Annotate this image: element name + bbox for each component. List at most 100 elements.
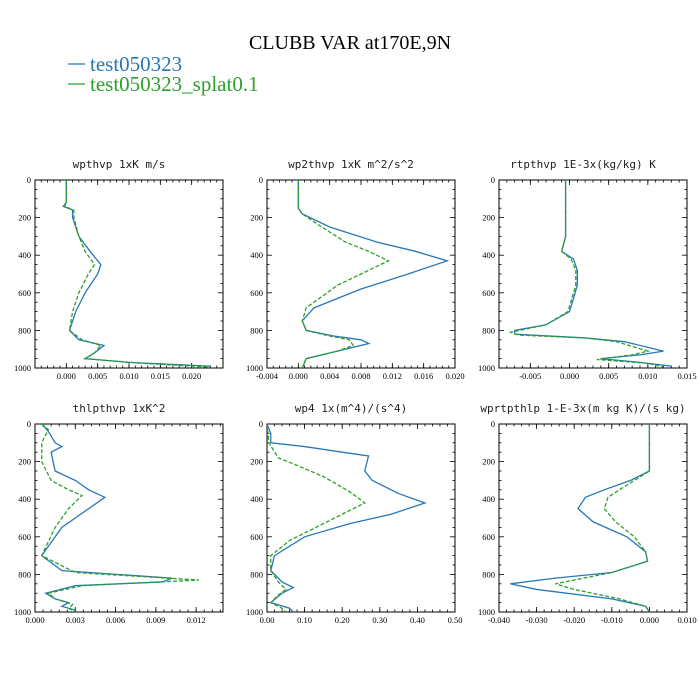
y-tick-label-1-1: 200 <box>250 213 263 223</box>
panel-title-4: wp4 1x(m^4)/(s^4) <box>295 402 408 415</box>
y-tick-label-5-2: 400 <box>482 494 495 504</box>
legend: test050323 test050323_splat0.1 <box>68 52 259 96</box>
x-tick-label-2-2: 0.005 <box>599 371 618 381</box>
x-tick-label-1-0: -0.004 <box>256 371 279 381</box>
x-tick-label-3-3: 0.009 <box>146 615 165 625</box>
panel-1: wp2thvp 1xK m^2/s^2 0 200 400 600 800 1000-0.0… <box>246 158 465 381</box>
y-tick-label-5-3: 600 <box>482 532 495 542</box>
y-tick-label-0-3: 600 <box>18 288 31 298</box>
x-tick-label-0-0: 0.000 <box>57 371 76 381</box>
y-tick-label-4-2: 400 <box>250 494 263 504</box>
legend-entry-0: test050323 <box>68 52 182 76</box>
panel-title-3: thlpthvp 1xK^2 <box>73 402 166 415</box>
panel-2: rtpthvp 1E-3x(kg/kg) K 0 200 400 600 800 1000 -… <box>478 158 697 381</box>
x-tick-label-5-5: 0.010 <box>677 615 696 625</box>
y-tick-label-4-5: 1000 <box>246 607 263 617</box>
y-tick-label-5-1: 200 <box>482 457 495 467</box>
x-tick-label-0-4: 0.020 <box>182 371 201 381</box>
x-tick-label-1-4: 0.012 <box>383 371 402 381</box>
y-tick-label-5-4: 800 <box>482 569 495 579</box>
x-tick-label-3-2: 0.006 <box>106 615 125 625</box>
y-tick-label-3-4: 800 <box>18 569 31 579</box>
x-tick-label-4-0: 0.00 <box>260 615 275 625</box>
panel-title-2: rtpthvp 1E-3x(kg/kg) K <box>510 158 656 171</box>
y-tick-label-0-1: 200 <box>18 213 31 223</box>
x-tick-label-3-1: 0.003 <box>66 615 85 625</box>
x-tick-label-2-3: 0.010 <box>638 371 657 381</box>
panel-5: wprtpthlp 1-E-3x(m kg K)/(s kg) 0 200 400 60… <box>478 402 697 625</box>
main-title: CLUBB VAR at170E,9N <box>249 32 451 54</box>
y-tick-label-3-3: 600 <box>18 532 31 542</box>
y-tick-label-2-0: 0 <box>491 175 495 185</box>
y-tick-label-1-2: 400 <box>250 250 263 260</box>
y-tick-label-4-0: 0 <box>259 419 263 429</box>
x-tick-label-0-2: 0.010 <box>119 371 138 381</box>
x-tick-label-5-4: 0.000 <box>640 615 659 625</box>
y-tick-label-2-2: 400 <box>482 250 495 260</box>
y-tick-label-2-5: 1000 <box>478 363 495 373</box>
x-tick-label-3-4: 0.012 <box>187 615 206 625</box>
y-tick-label-0-5: 1000 <box>14 363 31 373</box>
panel-0: wpthvp 1xK m/s 0 200 400 600 800 1000 0.000 0.00… <box>14 158 224 381</box>
x-tick-label-5-0: -0.040 <box>488 615 510 625</box>
y-tick-label-1-0: 0 <box>259 175 263 185</box>
series-line-4-1 <box>267 424 366 612</box>
series-line-1-0 <box>297 180 450 368</box>
y-tick-label-5-5: 1000 <box>478 607 495 617</box>
y-tick-label-0-2: 400 <box>18 250 31 260</box>
y-tick-label-4-4: 800 <box>250 569 263 579</box>
x-tick-label-2-1: 0.000 <box>560 371 579 381</box>
panel-frame-5 <box>498 423 688 613</box>
panel-frame-2 <box>498 179 688 369</box>
x-tick-label-4-2: 0.20 <box>335 615 350 625</box>
x-tick-label-1-2: 0.004 <box>320 371 340 381</box>
y-tick-label-2-3: 600 <box>482 288 495 298</box>
series-line-2-1 <box>508 180 664 368</box>
panel-title-5: wprtpthlp 1-E-3x(m kg K)/(s kg) <box>480 402 685 415</box>
legend-label-0: test050323 <box>90 52 182 76</box>
x-tick-label-5-3: -0.010 <box>601 615 623 625</box>
y-tick-label-3-1: 200 <box>18 457 31 467</box>
y-tick-label-4-3: 600 <box>250 532 263 542</box>
legend-entry-1: test050323_splat0.1 <box>68 72 259 96</box>
series-line-0-1 <box>63 180 211 368</box>
series-line-2-0 <box>514 180 672 367</box>
y-tick-label-4-1: 200 <box>250 457 263 467</box>
series-line-0-0 <box>62 180 211 367</box>
y-tick-label-3-5: 1000 <box>14 607 31 617</box>
x-tick-label-4-1: 0.10 <box>297 615 312 625</box>
series-line-5-0 <box>510 424 651 612</box>
series-line-3-1 <box>40 424 199 612</box>
y-tick-label-3-0: 0 <box>27 419 31 429</box>
y-tick-label-2-1: 200 <box>482 213 495 223</box>
x-tick-label-5-2: -0.020 <box>563 615 585 625</box>
series-line-4-0 <box>267 424 427 612</box>
x-tick-label-0-1: 0.005 <box>88 371 107 381</box>
panel-frame-4 <box>266 423 456 613</box>
y-tick-label-1-4: 800 <box>250 325 263 335</box>
panel-frame-0 <box>34 179 224 369</box>
y-tick-label-1-5: 1000 <box>246 363 263 373</box>
x-tick-label-1-6: 0.020 <box>445 371 464 381</box>
series-line-5-1 <box>555 424 651 612</box>
x-tick-label-1-1: 0.000 <box>289 371 308 381</box>
x-tick-label-1-5: 0.016 <box>414 371 433 381</box>
x-tick-label-5-1: -0.030 <box>526 615 548 625</box>
y-tick-label-2-4: 800 <box>482 325 495 335</box>
series-line-1-1 <box>297 180 390 368</box>
x-tick-label-4-3: 0.30 <box>372 615 387 625</box>
y-tick-label-0-4: 800 <box>18 325 31 335</box>
panel-title-0: wpthvp 1xK m/s <box>73 158 166 171</box>
y-tick-label-1-3: 600 <box>250 288 263 298</box>
x-tick-label-4-4: 0.40 <box>410 615 425 625</box>
legend-label-1: test050323_splat0.1 <box>90 72 259 96</box>
y-tick-label-0-0: 0 <box>27 175 31 185</box>
panel-title-1: wp2thvp 1xK m^2/s^2 <box>288 158 414 171</box>
x-tick-label-4-5: 0.50 <box>448 615 463 625</box>
x-tick-label-3-0: 0.000 <box>25 615 44 625</box>
y-tick-label-3-2: 400 <box>18 494 31 504</box>
